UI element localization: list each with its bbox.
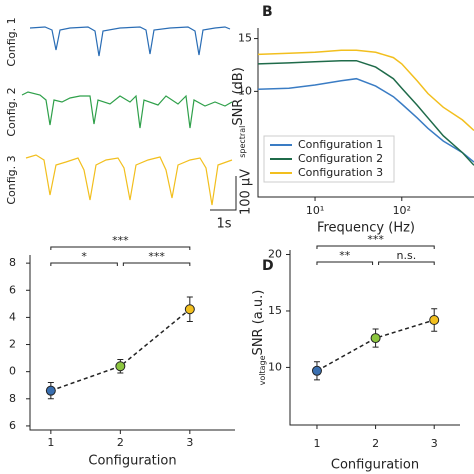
connect-line xyxy=(316,319,435,372)
data-line xyxy=(257,77,474,163)
data-point xyxy=(311,365,322,376)
trace-label: Config. 3 xyxy=(5,155,18,204)
y-tick-label: 8 xyxy=(9,392,16,405)
y-tick-label: 8 xyxy=(9,256,16,269)
panel-letter: B xyxy=(262,4,273,20)
y-tick-label: 2 xyxy=(9,338,16,351)
y-axis-label: spectralSNR (dB) xyxy=(231,67,247,158)
x-tick-label: 2 xyxy=(372,437,379,450)
y-tick-label: 4 xyxy=(9,310,16,323)
axis-spine xyxy=(29,255,235,431)
significance-label: *** xyxy=(148,250,165,263)
legend-label: Configuration 3 xyxy=(298,166,383,179)
trace-2 xyxy=(21,91,233,129)
x-tick-label: 2 xyxy=(117,436,124,449)
data-point xyxy=(115,361,126,372)
data-point xyxy=(45,385,56,396)
x-tick-label: 3 xyxy=(186,436,193,449)
y-tick-label: 6 xyxy=(9,419,16,432)
significance-bracket xyxy=(316,261,374,265)
significance-label: ** xyxy=(339,249,351,262)
y-axis-label-main: SNR (a.u.) xyxy=(251,290,266,356)
significance-bracket xyxy=(122,262,191,266)
panel-letter: D xyxy=(262,258,274,274)
significance-label: *** xyxy=(112,234,129,247)
x-tick-label: 1 xyxy=(313,437,320,450)
significance-bracket xyxy=(378,261,435,265)
legend-box xyxy=(263,135,395,183)
x-axis-label: Configuration xyxy=(88,454,176,469)
significance-label: *** xyxy=(367,233,384,246)
legend-label: Configuration 2 xyxy=(298,152,383,165)
y-axis-label: voltageSNR (a.u.) xyxy=(251,290,267,386)
significance-bracket xyxy=(50,246,191,250)
y-axis-label-subscript: voltage xyxy=(258,355,267,385)
y-tick-label: 6 xyxy=(9,283,16,296)
x-tick-label: 3 xyxy=(431,437,438,450)
trace-1 xyxy=(29,26,231,57)
x-tick-label: 10¹ xyxy=(306,204,324,217)
x-axis-label: Configuration xyxy=(331,458,419,473)
legend-label: Configuration 1 xyxy=(298,138,383,151)
y-axis-label-subscript: spectral xyxy=(238,126,247,158)
data-line xyxy=(257,59,474,166)
significance-bracket xyxy=(50,262,118,266)
trace-label: Config. 1 xyxy=(5,17,18,66)
data-point xyxy=(370,333,381,344)
x-tick-label: 1 xyxy=(47,436,54,449)
x-tick-label: 10² xyxy=(393,204,411,217)
scale-bar xyxy=(210,176,237,211)
trace-3 xyxy=(25,154,233,206)
data-point xyxy=(184,304,195,315)
y-tick-label: 15 xyxy=(268,304,282,317)
connect-line xyxy=(50,308,191,392)
significance-label: * xyxy=(81,250,87,263)
y-axis-label-main: SNR (dB) xyxy=(231,67,246,125)
trace-label: Config. 2 xyxy=(5,87,18,136)
significance-label: n.s. xyxy=(397,249,417,262)
y-tick-label: 10 xyxy=(268,360,282,373)
y-tick-label: 15 xyxy=(238,32,252,45)
scale-label: 100 µV xyxy=(239,169,254,215)
significance-bracket xyxy=(316,245,435,249)
x-axis-label: Frequency (Hz) xyxy=(317,221,415,236)
y-tick-label: 20 xyxy=(268,248,282,261)
y-tick-label: 10 xyxy=(238,84,252,97)
y-tick-label: 0 xyxy=(9,365,16,378)
scale-label: 1s xyxy=(216,217,231,232)
data-line xyxy=(257,49,474,132)
data-point xyxy=(429,315,440,325)
axis-spine xyxy=(289,250,460,426)
